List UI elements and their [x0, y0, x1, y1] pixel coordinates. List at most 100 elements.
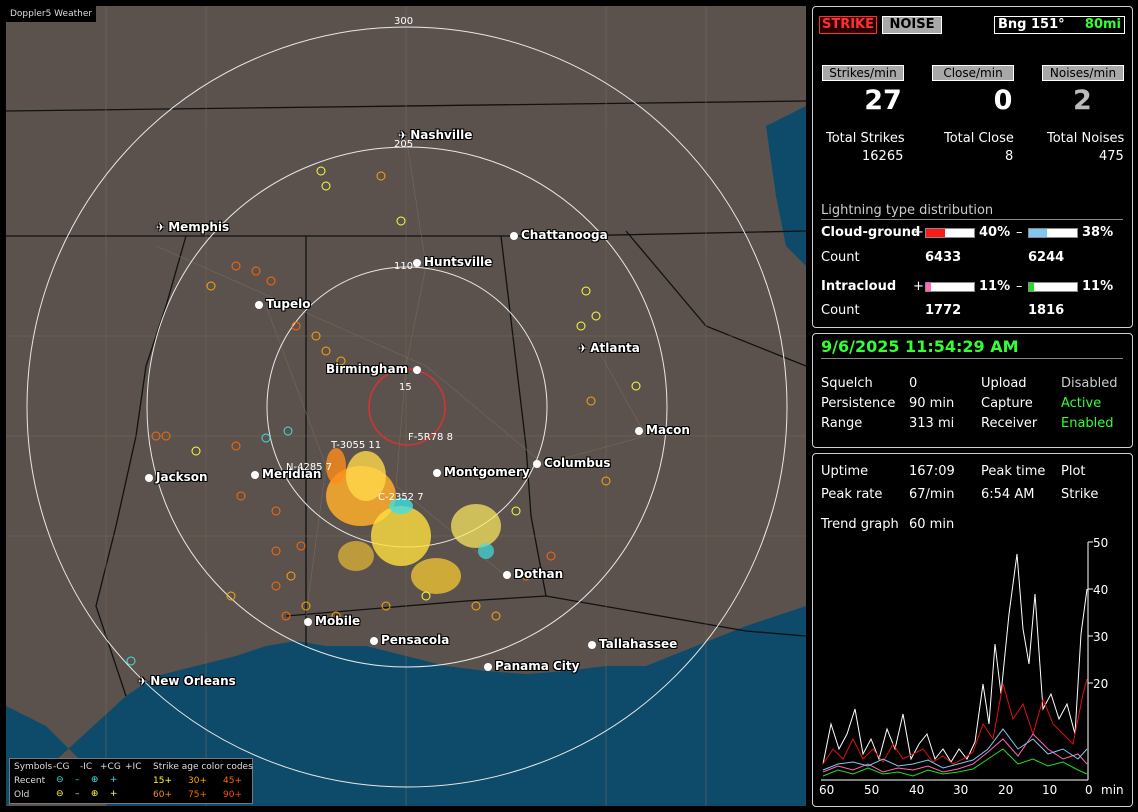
ring-label-outer: 300 — [394, 16, 414, 27]
status-divider — [821, 358, 1123, 359]
city-dot-icon — [304, 618, 312, 626]
city-macon[interactable]: Macon — [635, 423, 690, 437]
city-nashville[interactable]: ✈ Nashville — [398, 128, 473, 142]
legend-age-75: 75+ — [188, 790, 207, 800]
strikes-per-min-value: 27 — [864, 85, 902, 116]
city-columbus[interactable]: Columbus — [533, 456, 611, 470]
trend-graph-value[interactable]: 60 min — [909, 517, 955, 532]
ring-label-3: 110 — [394, 261, 414, 272]
city-dot-icon — [588, 641, 596, 649]
bearing-display[interactable]: Bng 151° 80mi — [994, 16, 1125, 34]
city-dot-icon — [484, 663, 492, 671]
close-per-min-header[interactable]: Close/min — [932, 65, 1014, 81]
city-dot-icon — [503, 571, 511, 579]
strikes-per-min-header[interactable]: Strikes/min — [822, 65, 904, 81]
peak-time-label: Peak time — [981, 464, 1046, 479]
plot-label: Plot — [1061, 464, 1086, 479]
city-tallahassee[interactable]: Tallahassee — [588, 637, 677, 651]
cg-plus-sign: + — [913, 225, 924, 240]
total-close-label: Total Close — [944, 131, 1014, 146]
map-legend: Symbols -CG -IC +CG +IC Strike age color… — [9, 758, 253, 804]
strike-stats-panel: STRIKE NOISE Bng 151° 80mi Strikes/min C… — [812, 6, 1133, 328]
city-chattanooga[interactable]: Chattanooga — [510, 228, 608, 242]
cg-count-label: Count — [821, 250, 860, 265]
squelch-value[interactable]: 0 — [909, 376, 918, 391]
cg-negative-count: 6244 — [1028, 250, 1065, 265]
ocean-east — [766, 106, 806, 266]
city-atlanta[interactable]: ✈ Atlanta — [578, 341, 640, 355]
city-montgomery[interactable]: Montgomery — [433, 465, 530, 479]
cg-positive-fill — [926, 229, 946, 237]
peak-rate-label: Peak rate — [821, 487, 883, 502]
x-tick-30: 30 — [953, 783, 969, 797]
city-meridian[interactable]: Meridian — [251, 467, 321, 481]
city-dot-icon — [433, 469, 441, 477]
storm-label[interactable]: N-4285 7 — [286, 462, 333, 473]
trend-graph-label: Trend graph — [821, 517, 899, 532]
ic-negative-fill — [1029, 283, 1035, 291]
storm-label[interactable]: F-5R78 8 — [408, 432, 453, 443]
trend-panel: Uptime 167:09 Peak time Plot Peak rate 6… — [812, 453, 1133, 807]
total-close-value: 8 — [1005, 149, 1014, 164]
uptime-label: Uptime — [821, 464, 869, 479]
city-memphis[interactable]: ✈ Memphis — [156, 220, 230, 234]
capture-label: Capture — [981, 396, 1033, 411]
x-unit: min — [1101, 783, 1124, 797]
uptime-value: 167:09 — [909, 464, 955, 479]
capture-value[interactable]: Active — [1061, 396, 1102, 411]
ic-plus-sign: + — [913, 279, 924, 294]
city-mobile[interactable]: Mobile — [304, 614, 360, 628]
ic-negative-count: 1816 — [1028, 303, 1065, 318]
city-tupelo[interactable]: Tupelo — [255, 297, 311, 311]
range-value[interactable]: 313 mi — [909, 416, 955, 431]
legend-col-pos-ic: +IC — [125, 762, 142, 772]
persistence-value[interactable]: 90 min — [909, 396, 955, 411]
cg-positive-count: 6433 — [925, 250, 962, 265]
plot-value[interactable]: Strike — [1061, 487, 1099, 502]
x-tick-20: 20 — [998, 783, 1014, 797]
peak-time-value: 6:54 AM — [981, 487, 1035, 502]
legend-age-90: 90+ — [223, 790, 242, 800]
bearing-value: Bng 151° — [998, 17, 1065, 32]
city-dot-icon — [510, 232, 518, 240]
city-huntsville[interactable]: Huntsville — [413, 255, 492, 269]
legend-age-15: 15+ — [153, 776, 172, 786]
ic-count-label: Count — [821, 303, 860, 318]
city-new-orleans[interactable]: ✈ New Orleans — [138, 674, 236, 688]
legend-recent-label: Recent — [14, 776, 46, 786]
cg-negative-pct: 38% — [1082, 225, 1114, 240]
city-pensacola[interactable]: Pensacola — [370, 633, 449, 647]
status-panel: 9/6/2025 11:54:29 AM Squelch 0 Upload Di… — [812, 333, 1133, 448]
noise-button[interactable]: NOISE — [882, 16, 942, 34]
city-dothan[interactable]: Dothan — [503, 567, 563, 581]
city-dot-icon — [413, 259, 421, 267]
y-tick-20: 20 — [1093, 677, 1109, 691]
legend-col-pos-cg: +CG — [100, 762, 121, 772]
x-tick-40: 40 — [909, 783, 925, 797]
upload-value[interactable]: Disabled — [1061, 376, 1118, 391]
legend-symbols-label: Symbols — [14, 762, 53, 772]
city-jackson[interactable]: Jackson — [145, 470, 208, 484]
receiver-label: Receiver — [981, 416, 1038, 431]
total-strikes-label: Total Strikes — [826, 131, 905, 146]
airport-icon: ✈ — [398, 129, 408, 142]
ic-negative-pct: 11% — [1082, 279, 1114, 294]
lightning-map[interactable]: 300 205 110 15 ✈ Nashville ✈ Memphis Chatt… — [6, 6, 806, 806]
cg-negative-fill — [1029, 229, 1048, 237]
airport-icon: ✈ — [156, 221, 166, 234]
storm-label[interactable]: C-2352 7 — [378, 492, 424, 503]
peak-rate-value: 67/min — [909, 487, 955, 502]
app-title: Doppler5 Weather — [6, 6, 97, 22]
city-panama-city[interactable]: Panama City — [484, 659, 579, 673]
distribution-divider — [821, 219, 1123, 220]
close-range-ring — [368, 368, 446, 446]
strike-button[interactable]: STRIKE — [819, 16, 877, 34]
cg-negative-bar — [1028, 228, 1078, 238]
noises-per-min-header[interactable]: Noises/min — [1042, 65, 1124, 81]
receiver-value[interactable]: Enabled — [1061, 416, 1114, 431]
city-dot-icon — [635, 427, 643, 435]
city-birmingham[interactable]: Birmingham — [326, 362, 424, 376]
x-tick-0: 0 — [1085, 783, 1093, 797]
legend-old-symbols-icon: ⊖ – ⊕ + — [56, 789, 118, 799]
storm-label[interactable]: T-3055 11 — [331, 440, 382, 451]
